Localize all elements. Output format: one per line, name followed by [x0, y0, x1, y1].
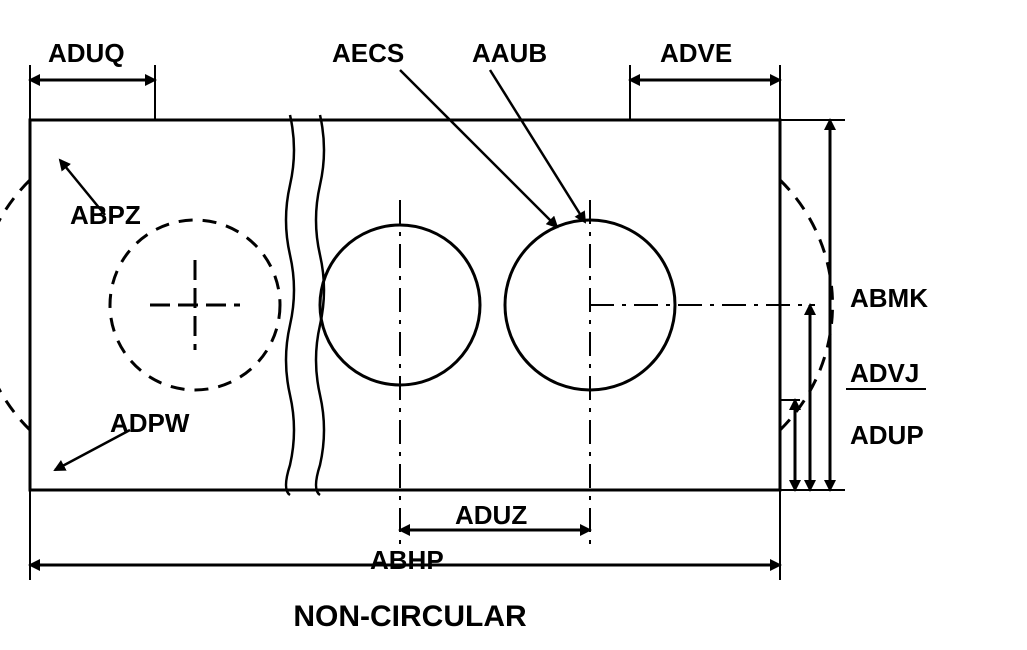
label-abmk: ABMK [850, 283, 928, 314]
label-aaub: AAUB [472, 38, 547, 69]
label-adpw: ADPW [110, 408, 189, 439]
underline-advj [846, 388, 926, 390]
leader-aecs [400, 70, 557, 227]
label-adup: ADUP [850, 420, 924, 451]
label-aduz: ADUZ [455, 500, 527, 531]
label-adve: ADVE [660, 38, 732, 69]
label-abpz: ABPZ [70, 200, 141, 231]
leader-aaub [490, 70, 585, 222]
diagram-canvas [0, 0, 1027, 650]
label-abhp: ABHP [370, 545, 444, 576]
label-aecs: AECS [332, 38, 404, 69]
dashed-rounded-left [0, 180, 30, 430]
diagram-title: NON-CIRCULAR [280, 600, 540, 634]
break-line-1 [286, 115, 294, 495]
label-aduq: ADUQ [48, 38, 125, 69]
label-advj: ADVJ [850, 358, 919, 389]
